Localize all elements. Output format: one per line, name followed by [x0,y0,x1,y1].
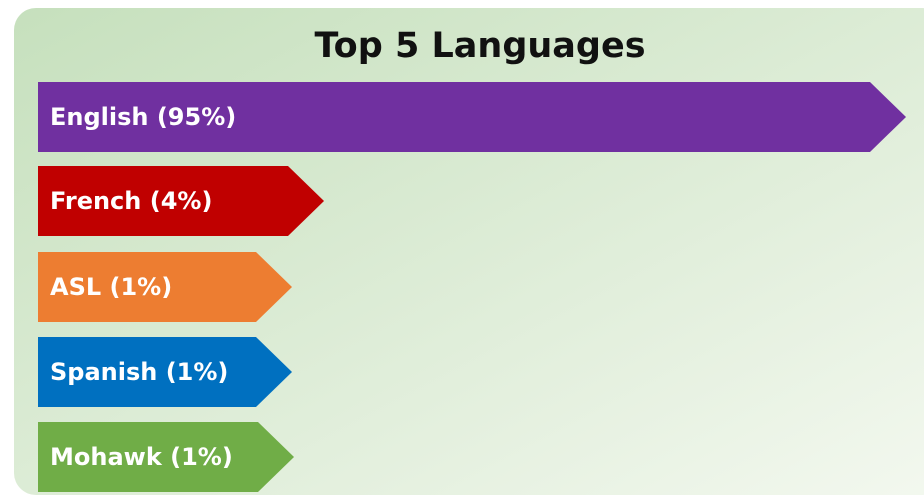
bar-label: French (4%) [50,187,212,215]
bar-label: Spanish (1%) [50,358,228,386]
arrow-bar [38,422,294,492]
bar-label: Mohawk (1%) [50,443,233,471]
title: Top 5 Languages [314,26,645,66]
arrow-bar [38,166,324,236]
arrow-bar [38,252,292,322]
arrow-bar [38,82,906,152]
bar-label: ASL (1%) [50,273,172,301]
background-panel [14,8,924,495]
arrow-bar [38,337,292,407]
bar-label: English (95%) [50,103,236,131]
bar-list: English (95%) French (4%) ASL (1%) Spanish … [38,82,906,492]
